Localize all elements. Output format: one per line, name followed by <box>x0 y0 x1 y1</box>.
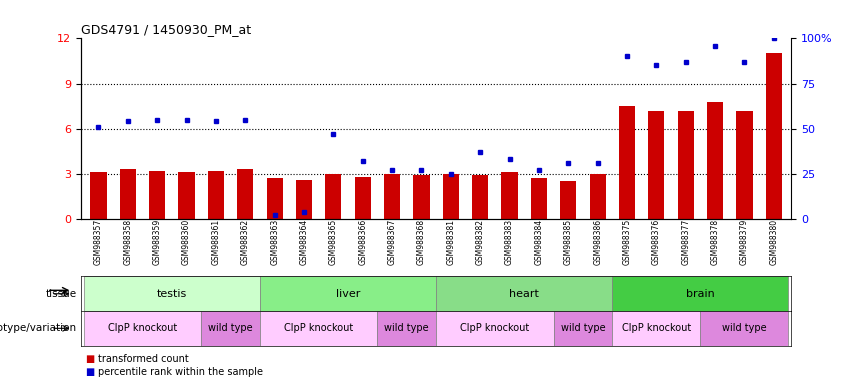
Text: ClpP knockout: ClpP knockout <box>284 323 353 333</box>
Text: GSM988364: GSM988364 <box>300 219 309 265</box>
Bar <box>436 276 613 311</box>
Bar <box>266 178 283 219</box>
Text: genotype/variation: genotype/variation <box>0 323 77 333</box>
Text: liver: liver <box>336 289 360 299</box>
Bar <box>260 311 377 346</box>
Bar <box>83 276 260 311</box>
Text: GSM988362: GSM988362 <box>241 219 250 265</box>
Bar <box>83 311 201 346</box>
Bar <box>560 180 576 219</box>
Text: brain: brain <box>686 289 715 299</box>
Text: GSM988384: GSM988384 <box>534 219 544 265</box>
Bar <box>472 175 488 219</box>
Text: tissue: tissue <box>45 289 77 299</box>
Text: wild type: wild type <box>561 323 605 333</box>
Bar <box>90 172 106 219</box>
Text: GSM988367: GSM988367 <box>387 219 397 265</box>
Text: wild type: wild type <box>385 323 429 333</box>
Bar <box>436 311 554 346</box>
Text: ■: ■ <box>85 354 94 364</box>
Bar <box>531 178 547 219</box>
Bar <box>260 276 436 311</box>
Text: GSM988385: GSM988385 <box>563 219 573 265</box>
Text: ClpP knockout: ClpP knockout <box>108 323 177 333</box>
Bar <box>700 311 789 346</box>
Text: GSM988376: GSM988376 <box>652 219 661 265</box>
Text: GSM988357: GSM988357 <box>94 219 103 265</box>
Text: GSM988360: GSM988360 <box>182 219 191 265</box>
Bar <box>325 174 341 219</box>
Text: transformed count: transformed count <box>98 354 189 364</box>
Text: GSM988382: GSM988382 <box>476 219 485 265</box>
Bar <box>736 111 752 219</box>
Bar <box>296 180 312 219</box>
Bar <box>707 101 723 219</box>
Text: GSM988380: GSM988380 <box>769 219 779 265</box>
Bar <box>384 174 400 219</box>
Text: GSM988365: GSM988365 <box>328 219 338 265</box>
Bar <box>677 111 694 219</box>
Text: GSM988381: GSM988381 <box>446 219 455 265</box>
Text: ClpP knockout: ClpP knockout <box>622 323 691 333</box>
Text: GDS4791 / 1450930_PM_at: GDS4791 / 1450930_PM_at <box>81 23 251 36</box>
Text: GSM988377: GSM988377 <box>681 219 690 265</box>
Text: GSM988375: GSM988375 <box>622 219 631 265</box>
Bar <box>377 311 436 346</box>
Text: GSM988358: GSM988358 <box>123 219 132 265</box>
Bar <box>149 171 165 219</box>
Text: GSM988379: GSM988379 <box>740 219 749 265</box>
Bar <box>443 174 459 219</box>
Bar <box>201 311 260 346</box>
Bar <box>619 106 635 219</box>
Bar <box>179 172 195 219</box>
Text: GSM988383: GSM988383 <box>505 219 514 265</box>
Text: wild type: wild type <box>208 323 253 333</box>
Bar <box>208 171 224 219</box>
Bar <box>120 169 136 219</box>
Bar <box>613 311 700 346</box>
Text: testis: testis <box>157 289 187 299</box>
Bar <box>613 276 789 311</box>
Bar <box>414 174 430 219</box>
Bar <box>501 172 517 219</box>
Text: GSM988386: GSM988386 <box>593 219 603 265</box>
Bar <box>554 311 613 346</box>
Bar <box>766 53 782 219</box>
Bar <box>355 177 371 219</box>
Text: GSM988378: GSM988378 <box>711 219 720 265</box>
Bar <box>237 169 254 219</box>
Text: wild type: wild type <box>722 323 767 333</box>
Text: heart: heart <box>509 289 540 299</box>
Bar <box>648 111 665 219</box>
Text: ClpP knockout: ClpP knockout <box>460 323 529 333</box>
Text: GSM988361: GSM988361 <box>211 219 220 265</box>
Text: ■: ■ <box>85 367 94 377</box>
Text: GSM988363: GSM988363 <box>270 219 279 265</box>
Text: percentile rank within the sample: percentile rank within the sample <box>98 367 263 377</box>
Text: GSM988368: GSM988368 <box>417 219 426 265</box>
Bar <box>590 174 606 219</box>
Text: GSM988359: GSM988359 <box>152 219 162 265</box>
Text: GSM988366: GSM988366 <box>358 219 368 265</box>
